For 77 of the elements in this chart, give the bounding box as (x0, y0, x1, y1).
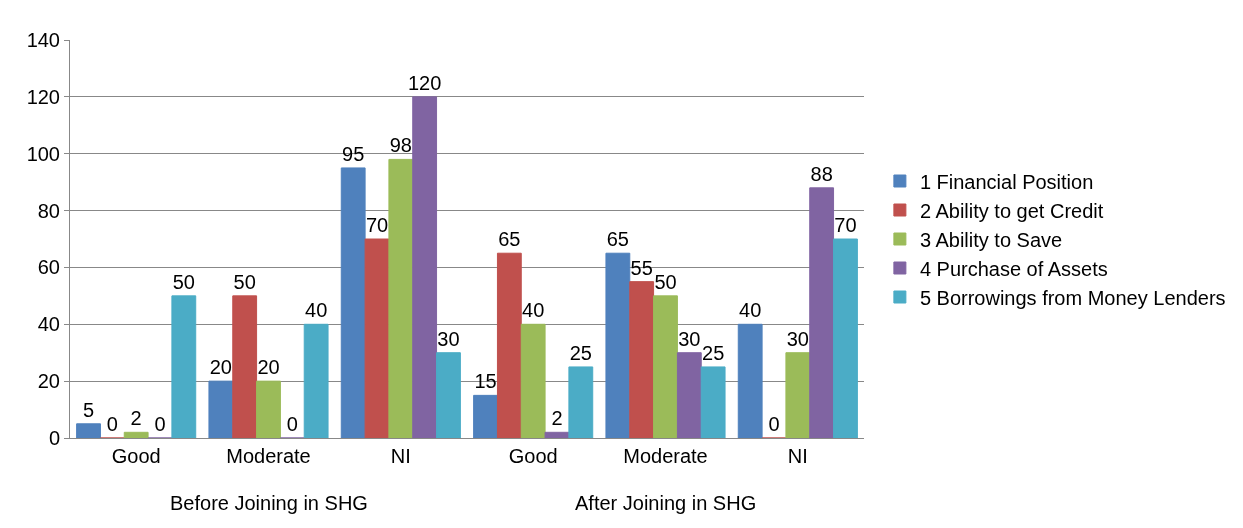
bar (436, 352, 461, 438)
x-tick-label: NI (390, 445, 411, 467)
data-label: 40 (522, 299, 545, 322)
data-label: 0 (154, 413, 166, 435)
y-tick-label: 0 (48, 427, 60, 449)
data-label: 2 (130, 407, 142, 430)
bar (700, 366, 726, 438)
data-label: 50 (654, 270, 677, 293)
bar (208, 380, 234, 438)
data-label: 70 (365, 214, 389, 236)
data-label: 20 (257, 356, 280, 379)
y-tick-label: 60 (37, 256, 60, 279)
bar (833, 238, 858, 438)
text: Before Joining in SHG (170, 492, 368, 514)
bar (676, 352, 702, 438)
bar (544, 431, 570, 438)
bar (364, 238, 390, 438)
x-tick-label: Moderate (623, 445, 708, 467)
data-label: 15 (474, 370, 497, 393)
bar (123, 431, 149, 438)
bar (520, 323, 546, 438)
y-tick-label: 20 (37, 370, 60, 393)
bar (232, 295, 258, 438)
data-label: 88 (810, 162, 833, 185)
y-tick-label: 140 (26, 29, 60, 51)
data-label: 0 (106, 413, 118, 435)
bar (809, 187, 835, 438)
data-label: 95 (342, 142, 365, 165)
data-label: 2 (551, 407, 563, 430)
data-label: 20 (209, 356, 232, 379)
bar (496, 252, 522, 438)
bar (785, 352, 811, 438)
data-label: 70 (834, 214, 857, 236)
bar (473, 394, 498, 438)
y-tick-label: 120 (26, 85, 60, 108)
data-label: 50 (172, 270, 195, 293)
legend-label: 1 Financial Position (919, 170, 1094, 193)
data-label: 65 (606, 228, 629, 251)
data-label: 25 (569, 341, 592, 364)
data-label: 30 (786, 327, 809, 350)
text: After Joining in SHG (575, 492, 757, 514)
bar (76, 423, 101, 438)
data-label: 50 (233, 270, 256, 293)
data-label: 25 (702, 341, 725, 364)
bar (629, 281, 655, 438)
data-label: 55 (630, 256, 653, 279)
x-tick-label: Good (508, 445, 558, 467)
data-label: 5 (82, 398, 95, 421)
data-label: 30 (437, 327, 460, 350)
legend-label: 5 Borrowings from Money Lenders (919, 286, 1226, 309)
bar (653, 295, 678, 438)
y-tick-label: 40 (37, 313, 60, 336)
x-tick-label: Moderate (226, 445, 311, 467)
data-label: 0 (286, 413, 298, 435)
legend-label: 3 Ability to Save (919, 228, 1063, 251)
data-label: 120 (407, 71, 442, 94)
data-label: 98 (389, 134, 412, 157)
x-tick-label: NI (787, 445, 808, 467)
data-label: 0 (768, 413, 780, 435)
y-tick-label: 80 (37, 199, 60, 222)
x-tick-label: Good (111, 445, 161, 467)
bar (340, 167, 366, 438)
bar (303, 323, 329, 438)
data-label: 65 (498, 228, 521, 251)
bar (568, 366, 594, 438)
data-label: 40 (739, 299, 762, 322)
bar (605, 252, 631, 438)
bar (171, 295, 197, 438)
bar (737, 323, 763, 438)
data-label: 40 (305, 299, 328, 322)
y-tick-label: 100 (26, 142, 60, 165)
bar (388, 158, 414, 438)
data-label: 30 (678, 327, 701, 350)
bar (412, 96, 438, 438)
legend-label: 2 Ability to get Credit (919, 199, 1104, 222)
bar (256, 380, 281, 438)
legend-label: 4 Purchase of Assets (919, 257, 1108, 280)
